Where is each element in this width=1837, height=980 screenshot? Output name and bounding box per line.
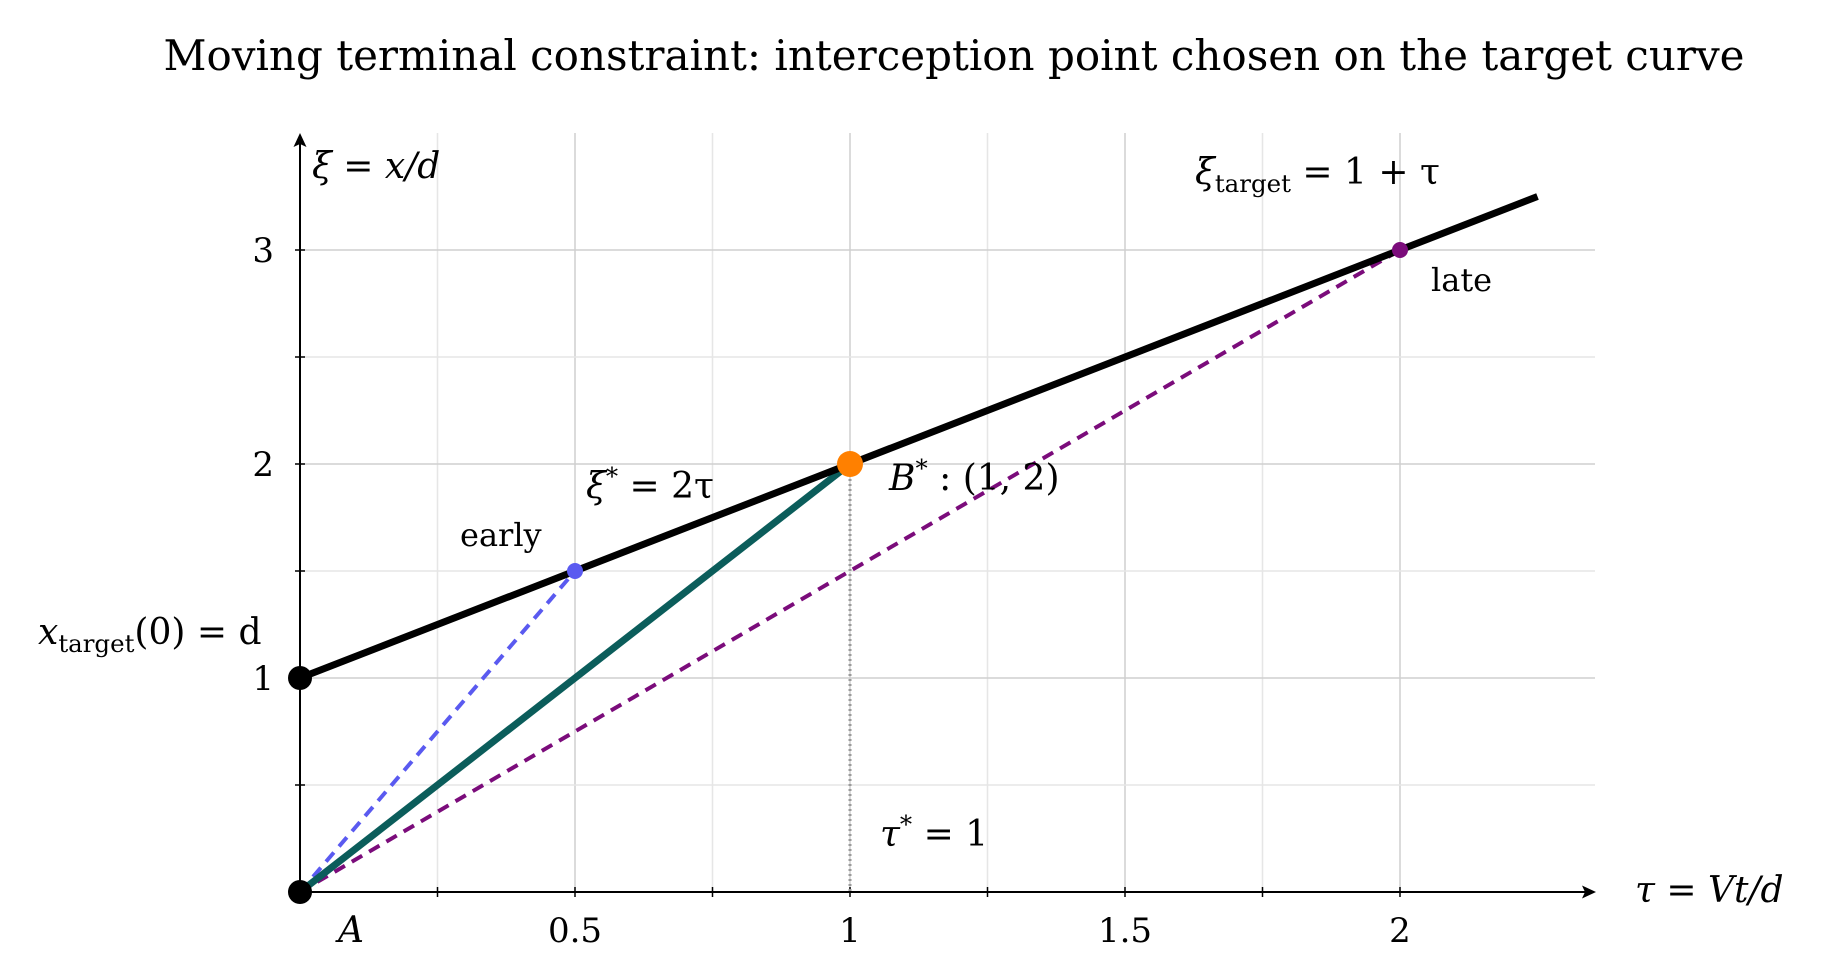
early-point	[567, 563, 583, 579]
optimum-point	[837, 451, 863, 477]
optimal-path-label: ξ* = 2τ	[586, 461, 714, 507]
y-tick-label: 2	[252, 445, 274, 485]
optimal-path-line	[297, 461, 853, 895]
optimum-point-label: B* : (1, 2)	[888, 453, 1060, 499]
x-tick-label: 0.5	[548, 911, 602, 951]
late-label: late	[1431, 261, 1492, 299]
late-path-line	[298, 248, 1402, 894]
y-tick-label: 1	[252, 659, 274, 699]
x-tick-label: 2	[1389, 911, 1411, 951]
initial-target-label: xtarget(0) = d	[38, 612, 262, 658]
grid-layer	[300, 133, 1595, 892]
x-axis-arrow	[1582, 885, 1596, 899]
target-curve-label: ξtarget = 1 + τ	[1195, 152, 1440, 198]
tau-star-label: τ* = 1	[880, 809, 988, 855]
origin-label: A	[335, 910, 364, 951]
axis-layer: 0.5 1 1.5 2 1 2 3 τ = Vt/d ξ = x/d	[252, 133, 1784, 951]
x-axis-label: τ = Vt/d	[1635, 870, 1784, 911]
origin-point	[288, 880, 312, 904]
y-axis-label: ξ = x/d	[312, 146, 440, 187]
chart-title: Moving terminal constraint: interception…	[163, 31, 1744, 80]
y-axis-arrow	[293, 133, 307, 147]
label-layer: ξtarget = 1 + τ ξ* = 2τ B* : (1, 2) τ* = 1 x…	[38, 152, 1492, 951]
point-layer	[288, 242, 1408, 904]
early-path-line	[298, 569, 577, 894]
target-start-point	[288, 666, 312, 690]
series-layer	[297, 193, 1539, 895]
x-tick-label: 1.5	[1098, 911, 1152, 951]
early-label: early	[460, 516, 542, 554]
late-point	[1392, 242, 1408, 258]
x-tick-label: 1	[839, 911, 861, 951]
target-curve-line	[298, 193, 1539, 682]
y-tick-label: 3	[252, 231, 274, 271]
